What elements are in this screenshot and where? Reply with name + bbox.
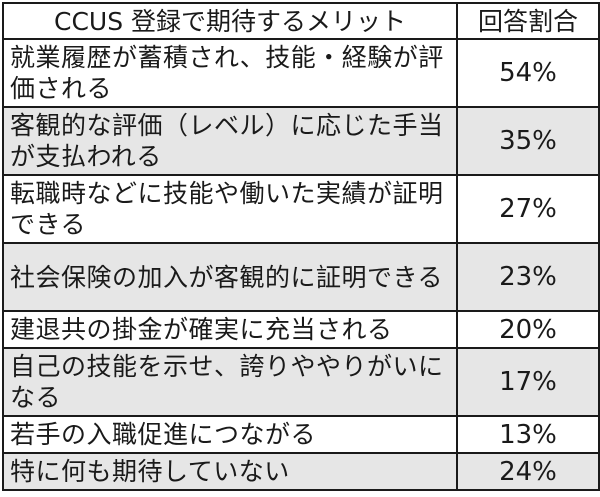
row-value: 17% (456, 347, 600, 417)
row-value: 13% (456, 415, 600, 454)
table-row: 就業履歴が蓄積され、技能・経験が評価される 54% (2, 38, 600, 108)
row-value: 54% (456, 38, 600, 108)
table-row: 転職時などに技能や働いた実績が証明できる 27% (2, 174, 600, 244)
row-item: 特に何も期待していない (2, 452, 458, 491)
row-item: 就業履歴が蓄積され、技能・経験が評価される (2, 38, 458, 108)
row-value: 24% (456, 452, 600, 491)
table-row: 特に何も期待していない 24% (2, 452, 600, 491)
row-item: 自己の技能を示せ、誇りややりがいになる (2, 347, 458, 417)
table-row: 自己の技能を示せ、誇りややりがいになる 17% (2, 347, 600, 417)
row-item: 客観的な評価（レベル）に応じた手当が支払われる (2, 106, 458, 176)
table-row: 建退共の掛金が確実に充当される 20% (2, 310, 600, 349)
row-value: 27% (456, 174, 600, 244)
header-item: CCUS 登録で期待するメリット (2, 2, 458, 40)
row-value: 20% (456, 310, 600, 349)
row-item: 若手の入職促進につながる (2, 415, 458, 454)
header-row: CCUS 登録で期待するメリット 回答割合 (2, 2, 600, 40)
row-value: 35% (456, 106, 600, 176)
table-row: 若手の入職促進につながる 13% (2, 415, 600, 454)
row-value: 23% (456, 242, 600, 312)
header-value: 回答割合 (456, 2, 600, 40)
row-item: 建退共の掛金が確実に充当される (2, 310, 458, 349)
row-item: 転職時などに技能や働いた実績が証明できる (2, 174, 458, 244)
row-item: 社会保険の加入が客観的に証明できる (2, 242, 458, 312)
table-row: 客観的な評価（レベル）に応じた手当が支払われる 35% (2, 106, 600, 176)
table-row: 社会保険の加入が客観的に証明できる 23% (2, 242, 600, 312)
